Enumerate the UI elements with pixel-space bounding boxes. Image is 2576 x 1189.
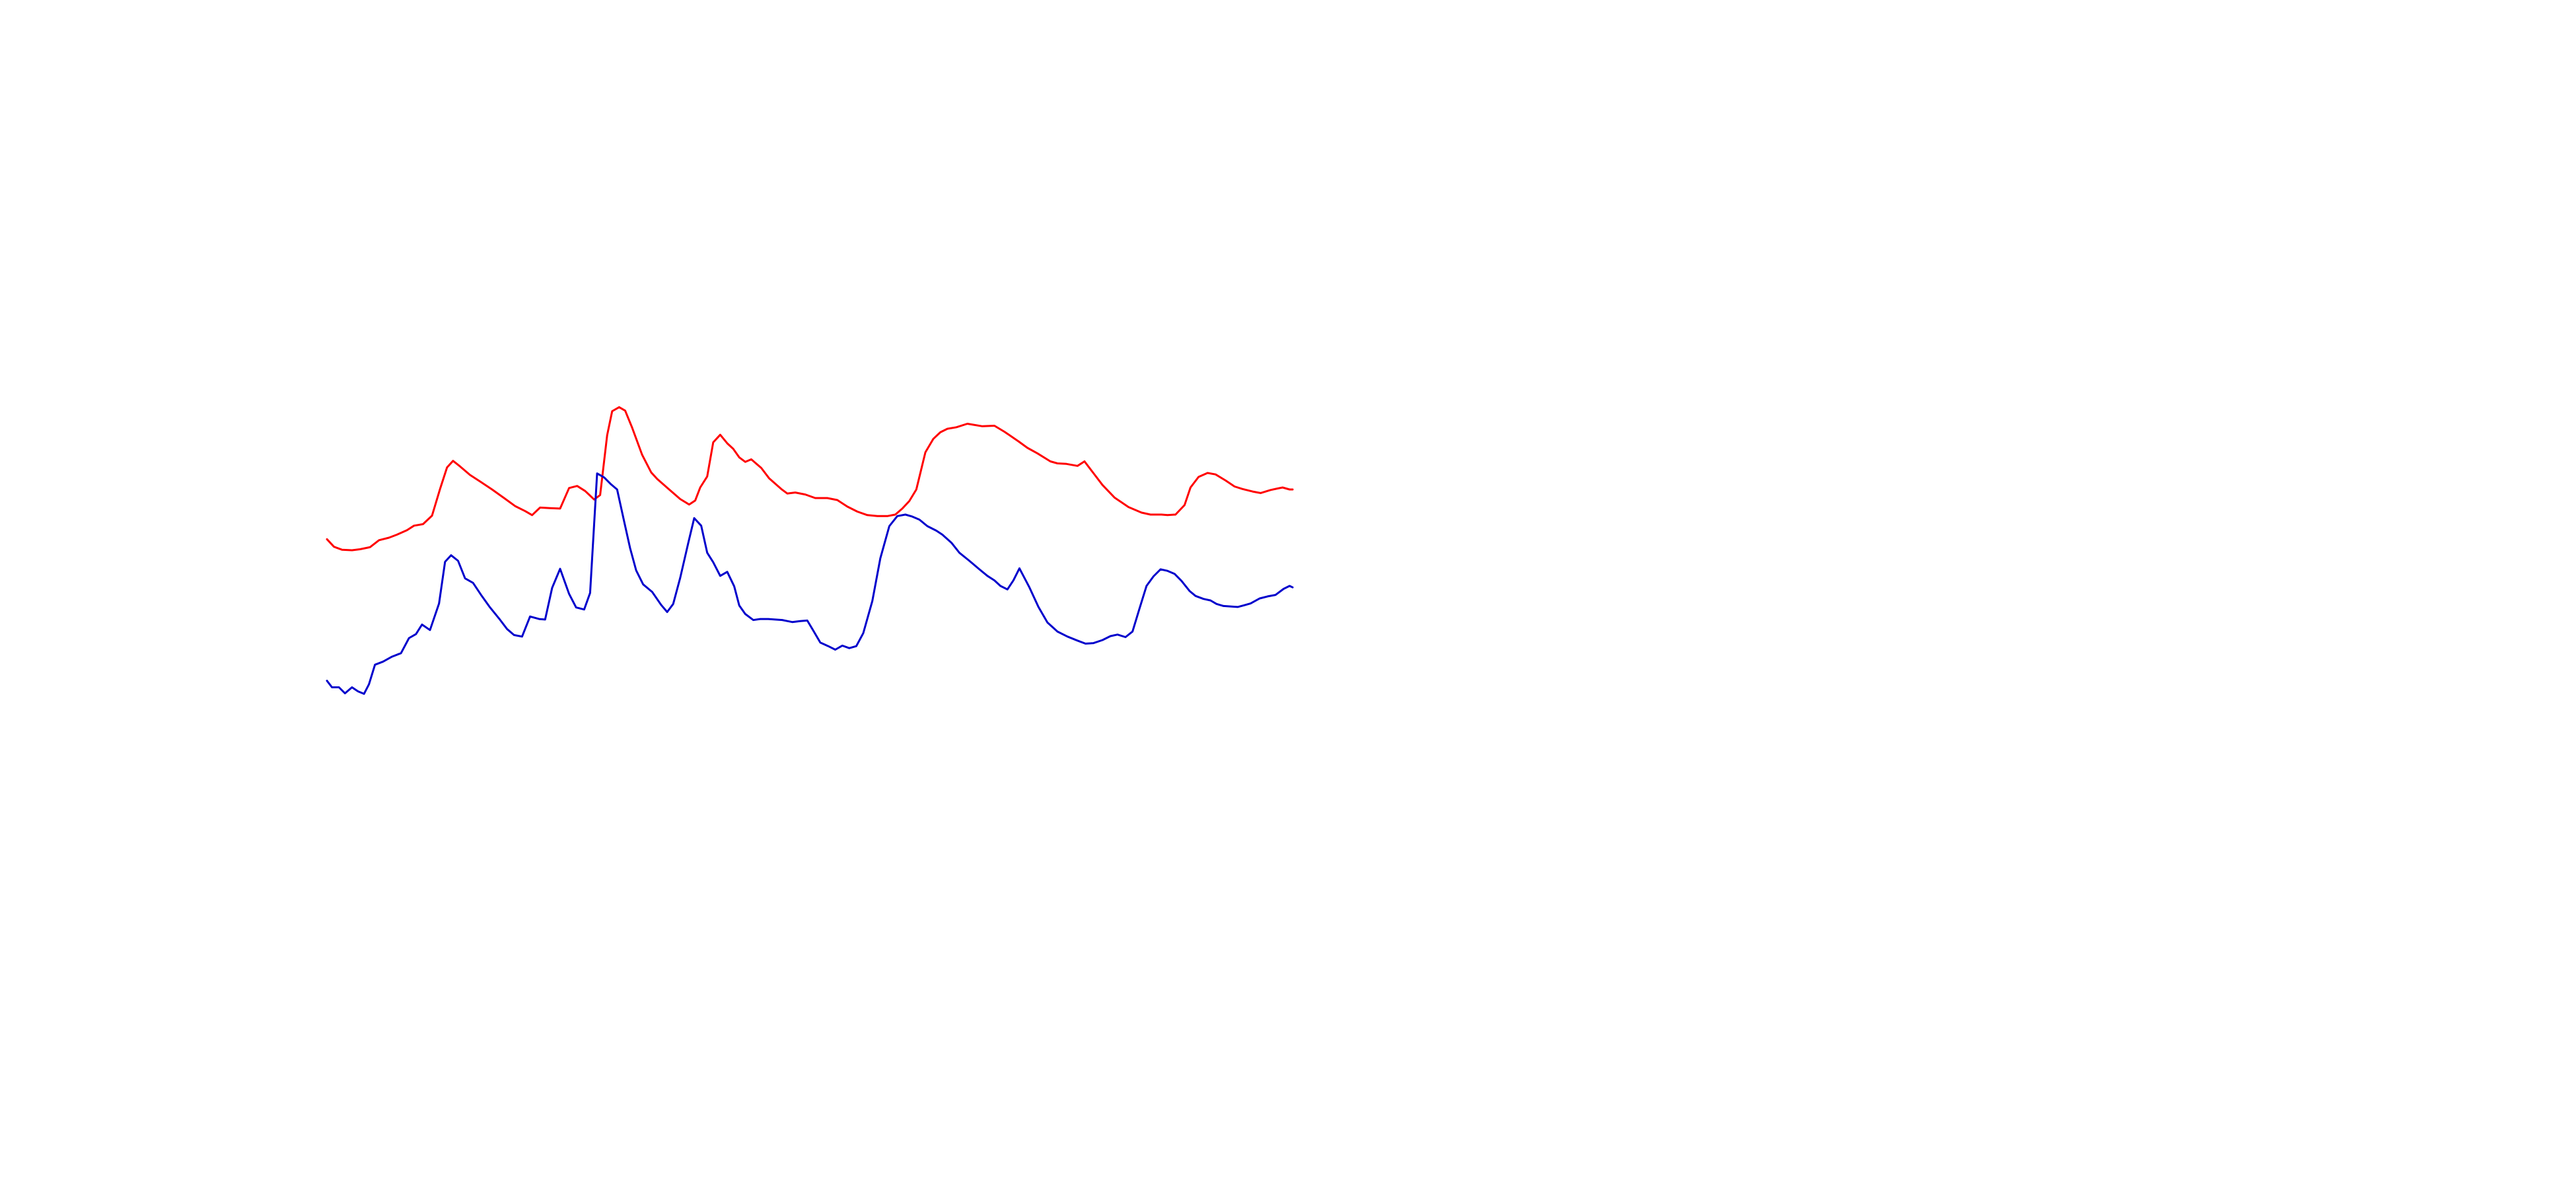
series-line-1 (326, 406, 1294, 552)
series-line-2 (326, 472, 1294, 695)
series-layer (326, 406, 1294, 695)
